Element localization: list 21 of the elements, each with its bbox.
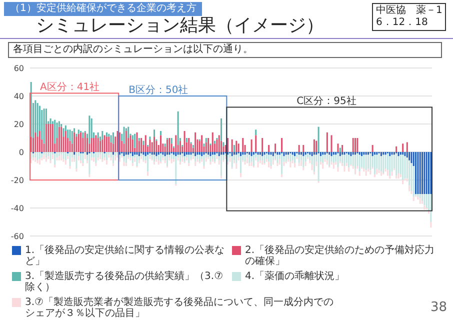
y-tick-label: 60	[14, 64, 24, 73]
y-tick-label: 0	[18, 148, 24, 157]
y-tick-label: 40	[14, 92, 24, 101]
legend-label: 4.「薬価の乖離状況」	[245, 271, 345, 282]
chart-subtitle: （1）安定供給確保ができる企業の考え方	[4, 2, 202, 16]
legend-label: 3.⑦「製造販売業者が製造販売する後発品について、同一成分内でのシェアが３％以下の品目」	[25, 297, 335, 319]
text: 38	[430, 300, 447, 315]
legend-label: 2.「後発品の安定供給のための予備対応力の確保」	[245, 245, 436, 267]
annotation: C区分：95社	[296, 95, 356, 108]
text: 各項目ごとの内訳のシミュレーションは以下の通り。	[8, 42, 442, 58]
text: 中医協 薬－1	[376, 5, 442, 17]
chart-title: シミュレーション結果（イメージ）	[36, 15, 324, 37]
annotation: A区分：41社	[40, 81, 100, 94]
legend-label: 3.「製造販売する後発品の供給実績」（3.⑦除く）	[25, 271, 224, 293]
y-tick-label: -20	[10, 176, 24, 185]
text: 6．12．18	[376, 17, 429, 29]
y-tick-label: -60	[10, 232, 24, 241]
legend-label: 1.「後発品の安定供給に関する情報の公表など」	[25, 245, 226, 267]
annotation: B区分：50社	[128, 84, 188, 96]
y-tick-label: -40	[10, 204, 24, 213]
y-tick-label: 20	[14, 120, 24, 129]
